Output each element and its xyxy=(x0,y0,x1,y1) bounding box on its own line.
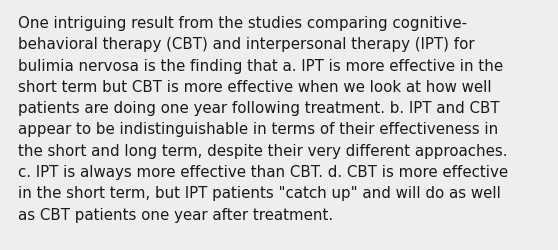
Text: c. IPT is always more effective than CBT. d. CBT is more effective: c. IPT is always more effective than CBT… xyxy=(18,164,508,180)
Text: patients are doing one year following treatment. b. IPT and CBT: patients are doing one year following tr… xyxy=(18,101,499,116)
Text: as CBT patients one year after treatment.: as CBT patients one year after treatment… xyxy=(18,207,333,222)
Text: appear to be indistinguishable in terms of their effectiveness in: appear to be indistinguishable in terms … xyxy=(18,122,498,137)
Text: the short and long term, despite their very different approaches.: the short and long term, despite their v… xyxy=(18,143,507,158)
Text: One intriguing result from the studies comparing cognitive-: One intriguing result from the studies c… xyxy=(18,16,467,31)
Text: short term but CBT is more effective when we look at how well: short term but CBT is more effective whe… xyxy=(18,80,492,94)
Text: behavioral therapy (CBT) and interpersonal therapy (IPT) for: behavioral therapy (CBT) and interperson… xyxy=(18,37,475,52)
Text: bulimia nervosa is the finding that a. IPT is more effective in the: bulimia nervosa is the finding that a. I… xyxy=(18,58,503,73)
Text: in the short term, but IPT patients "catch up" and will do as well: in the short term, but IPT patients "cat… xyxy=(18,186,501,200)
